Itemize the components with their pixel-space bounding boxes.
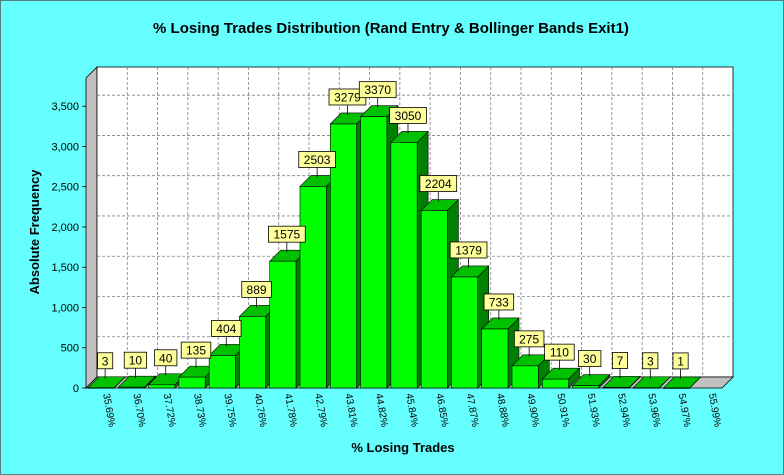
bar xyxy=(360,116,388,389)
y-tick-label: 3,000 xyxy=(51,141,79,153)
data-label: 3 xyxy=(647,354,654,368)
data-label: 1575 xyxy=(274,228,301,242)
bar xyxy=(178,376,206,389)
y-tick-label: 1,500 xyxy=(51,262,79,274)
data-label-box xyxy=(544,343,575,361)
y-tick-label: 0 xyxy=(73,383,79,395)
bar xyxy=(632,387,660,389)
data-label-box xyxy=(241,281,272,298)
bar xyxy=(541,378,569,389)
data-label: 110 xyxy=(550,346,569,360)
x-tick-label: 48.88% xyxy=(494,393,511,428)
data-label-box xyxy=(268,225,306,243)
bar xyxy=(239,316,267,389)
y-tick-label: 1,000 xyxy=(51,302,79,314)
data-label-box xyxy=(672,352,689,370)
data-label-box xyxy=(358,81,397,99)
data-label: 404 xyxy=(216,322,236,336)
data-label: 733 xyxy=(489,295,509,309)
y-axis-label: Absolute Frequency xyxy=(27,169,42,295)
data-label-box xyxy=(123,351,148,369)
data-label: 3370 xyxy=(364,83,391,97)
bar xyxy=(481,328,509,389)
data-label: 3050 xyxy=(395,109,422,123)
data-label: 30 xyxy=(583,352,597,366)
data-label: 2503 xyxy=(304,153,331,167)
bar xyxy=(117,386,145,389)
left-wall xyxy=(85,66,98,389)
data-label: 1379 xyxy=(455,243,482,257)
bar xyxy=(602,387,630,389)
x-tick-label: 41.78% xyxy=(282,393,299,428)
x-tick-label: 55.99% xyxy=(706,393,723,428)
data-label-box xyxy=(211,320,242,337)
data-labels: 3 10 4013540488915752503327933703050220413… xyxy=(97,81,689,379)
x-tick-label: 35.69% xyxy=(100,393,117,428)
x-tick-label: 44.82% xyxy=(373,393,390,428)
data-label-box xyxy=(389,107,427,124)
data-label-box xyxy=(180,341,212,359)
data-label: 10 xyxy=(129,354,143,368)
y-tick-label: 3,500 xyxy=(51,101,79,113)
x-tick-label: 54.97% xyxy=(676,393,693,428)
data-label-box xyxy=(97,352,114,370)
y-tick-label: 2,500 xyxy=(51,182,79,194)
bar xyxy=(420,210,448,389)
x-tick-label: 51.93% xyxy=(585,393,602,428)
bar xyxy=(329,123,357,389)
data-label: 7 xyxy=(617,354,624,368)
x-tick-label: 39.75% xyxy=(221,393,238,428)
data-label-box xyxy=(612,352,629,369)
data-label: 1 xyxy=(677,354,684,368)
data-label: 2204 xyxy=(425,177,452,191)
bar xyxy=(299,186,327,389)
x-tick-label: 38.73% xyxy=(191,393,208,428)
x-tick-label: 50.91% xyxy=(554,393,571,428)
x-tick-label: 43.81% xyxy=(342,393,359,428)
x-tick-label: 45.84% xyxy=(403,393,420,428)
x-tick-label: 36.70% xyxy=(130,393,147,428)
data-label-box xyxy=(419,175,458,192)
x-tick-label: 46.85% xyxy=(433,393,450,428)
y-axis-ticks: 0 500 1,000 1,500 2,000 2,500 3,000 3,500 xyxy=(51,101,86,395)
x-tick-label: 42.79% xyxy=(312,393,329,428)
data-label-box xyxy=(513,330,545,348)
data-label-box xyxy=(449,241,488,259)
data-label: 135 xyxy=(186,344,206,358)
bar xyxy=(148,384,176,389)
x-tick-label: 37.72% xyxy=(161,393,178,428)
chart-title: % Losing Trades Distribution (Rand Entry… xyxy=(153,20,629,37)
data-label: 3279 xyxy=(334,90,361,104)
data-label: 275 xyxy=(519,332,539,346)
x-tick-label: 52.94% xyxy=(615,393,632,428)
y-tick-label: 500 xyxy=(61,343,79,355)
data-label-box xyxy=(578,350,602,367)
data-label: 3 xyxy=(102,354,109,368)
x-tick-label: 53.96% xyxy=(645,393,662,428)
bar xyxy=(511,365,539,389)
x-tick-label: 49.90% xyxy=(524,393,541,428)
bar xyxy=(208,355,236,389)
bar xyxy=(87,387,115,389)
bar xyxy=(390,142,418,389)
data-label-box xyxy=(483,293,515,311)
x-tick-label: 40.76% xyxy=(252,393,269,428)
bar xyxy=(663,387,691,389)
x-axis-label: % Losing Trades xyxy=(351,440,454,455)
data-label-box xyxy=(154,349,178,367)
data-label-box xyxy=(642,352,659,370)
bar xyxy=(269,260,297,389)
bar xyxy=(572,385,600,389)
data-label: 889 xyxy=(247,283,267,297)
y-tick-label: 2,000 xyxy=(51,222,79,234)
bar xyxy=(451,276,479,389)
data-label-box xyxy=(298,151,336,168)
x-tick-label: 47.87% xyxy=(464,393,481,428)
x-axis-ticks: 35.69% 36.70% 37.72% 38.73% 39.75% 40.76% 41.7… xyxy=(100,393,722,428)
data-label: 40 xyxy=(159,351,173,365)
